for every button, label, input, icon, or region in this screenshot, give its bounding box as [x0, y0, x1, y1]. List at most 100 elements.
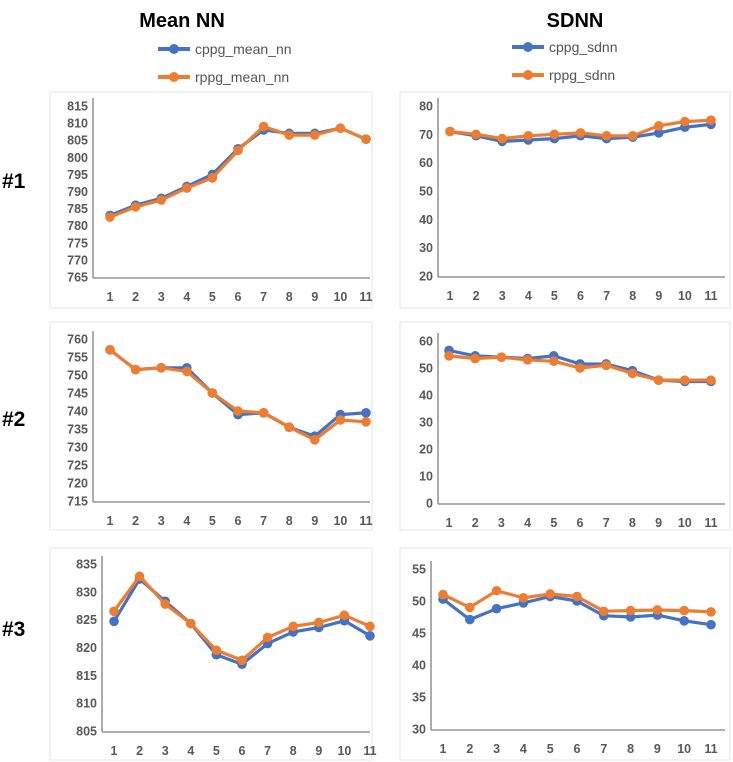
data-point [679, 605, 689, 616]
x-tick-label: 4 [183, 514, 190, 528]
y-tick-label: 40 [412, 659, 426, 673]
y-tick-label: 780 [67, 219, 88, 233]
data-point [361, 417, 371, 427]
series-rppg_sdnn [438, 585, 716, 617]
data-point [361, 134, 371, 144]
y-tick-label: 720 [67, 477, 88, 491]
y-tick-label: 810 [76, 697, 97, 711]
data-point [680, 375, 690, 385]
data-point [654, 128, 664, 138]
data-point [625, 605, 636, 616]
x-tick-label: 7 [260, 290, 267, 304]
legend-sdnn: cppg_sdnn rppg_sdnn [512, 39, 618, 83]
x-tick-label: 9 [315, 744, 322, 758]
data-point [310, 435, 320, 445]
legend-marker-rppg [169, 72, 179, 82]
x-tick-label: 10 [678, 289, 692, 303]
x-tick-label: 2 [472, 516, 479, 530]
x-tick-label: 6 [239, 744, 246, 758]
y-tick-label: 30 [412, 723, 426, 737]
x-tick-label: 4 [187, 744, 194, 758]
data-point [654, 121, 664, 131]
data-point [518, 593, 529, 603]
row-label-2: #2 [2, 408, 25, 431]
column-title-mean-nn: Mean NN [139, 10, 225, 32]
x-tick-label: 11 [704, 742, 717, 756]
x-tick-label: 2 [136, 744, 143, 758]
data-point [109, 616, 119, 627]
data-point [601, 130, 612, 141]
x-tick-label: 8 [629, 289, 636, 303]
y-tick-label: 790 [67, 185, 88, 199]
chart-mean-nn-row3: 805 810 815 820 825 830 835 1 2 3 4 5 6 7 8 9 10 11 [49, 547, 377, 761]
y-tick-label: 715 [67, 495, 88, 509]
y-tick-label: 20 [419, 270, 433, 284]
y-tick-label: 40 [419, 389, 433, 403]
data-point [233, 145, 243, 156]
data-point [335, 415, 346, 425]
x-tick-label: 7 [260, 514, 267, 528]
x-tick-label: 7 [264, 744, 271, 758]
legend-marker-rppg [523, 70, 533, 80]
y-tick-label: 800 [67, 151, 88, 165]
data-point [105, 212, 115, 222]
data-point [284, 422, 295, 433]
legend-label: cppg_sdnn [549, 39, 618, 55]
y-tick-label: 40 [419, 213, 433, 227]
x-tick-label: 9 [655, 289, 662, 303]
data-point [706, 607, 716, 617]
legend-label: cppg_mean_nn [195, 41, 292, 57]
data-point [465, 614, 475, 625]
y-tick-label: 35 [412, 691, 426, 705]
data-point [105, 345, 115, 355]
series-rppg_sdnn [444, 351, 716, 385]
chart-frame [399, 547, 731, 761]
data-point [706, 375, 716, 385]
y-tick-label: 755 [67, 351, 88, 365]
y-tick-label: 80 [419, 100, 433, 114]
y-tick-label: 45 [412, 627, 426, 641]
x-tick-label: 6 [235, 514, 242, 528]
x-tick-label: 3 [162, 744, 169, 758]
y-tick-label: 10 [419, 470, 433, 484]
data-point [575, 363, 585, 373]
y-tick-label: 740 [67, 405, 88, 419]
x-tick-label: 11 [704, 516, 717, 530]
x-tick-label: 7 [603, 516, 610, 530]
data-point [182, 366, 192, 377]
x-tick-label: 1 [447, 289, 454, 303]
x-tick-label: 8 [627, 742, 634, 756]
x-tick-label: 4 [524, 516, 531, 530]
y-tick-label: 805 [67, 134, 88, 148]
x-tick-label: 8 [290, 744, 297, 758]
x-tick-label: 6 [574, 742, 581, 756]
row-label-3: #3 [2, 618, 25, 641]
legend-marker-cppg [169, 44, 179, 54]
data-point [545, 589, 555, 599]
data-point [470, 353, 481, 364]
data-point [186, 618, 196, 629]
y-tick-label: 60 [419, 335, 433, 349]
y-tick-label: 830 [76, 585, 97, 599]
x-tick-label: 1 [446, 516, 453, 530]
y-tick-label: 805 [76, 725, 97, 739]
data-point [237, 655, 247, 666]
x-tick-label: 8 [286, 514, 293, 528]
data-point [471, 129, 481, 140]
data-point [497, 133, 508, 144]
x-tick-label: 3 [493, 742, 500, 756]
x-tick-label: 1 [107, 514, 114, 528]
x-tick-label: 9 [655, 516, 662, 530]
data-point [284, 130, 295, 140]
data-point [679, 616, 689, 626]
y-tick-label: 30 [419, 241, 433, 255]
data-point [258, 408, 269, 418]
data-point [549, 129, 560, 140]
legend-marker-cppg [523, 42, 533, 52]
row-label-1: #1 [2, 170, 26, 193]
x-tick-label: 4 [183, 290, 190, 304]
y-tick-label: 70 [419, 128, 433, 142]
data-point [156, 195, 166, 205]
